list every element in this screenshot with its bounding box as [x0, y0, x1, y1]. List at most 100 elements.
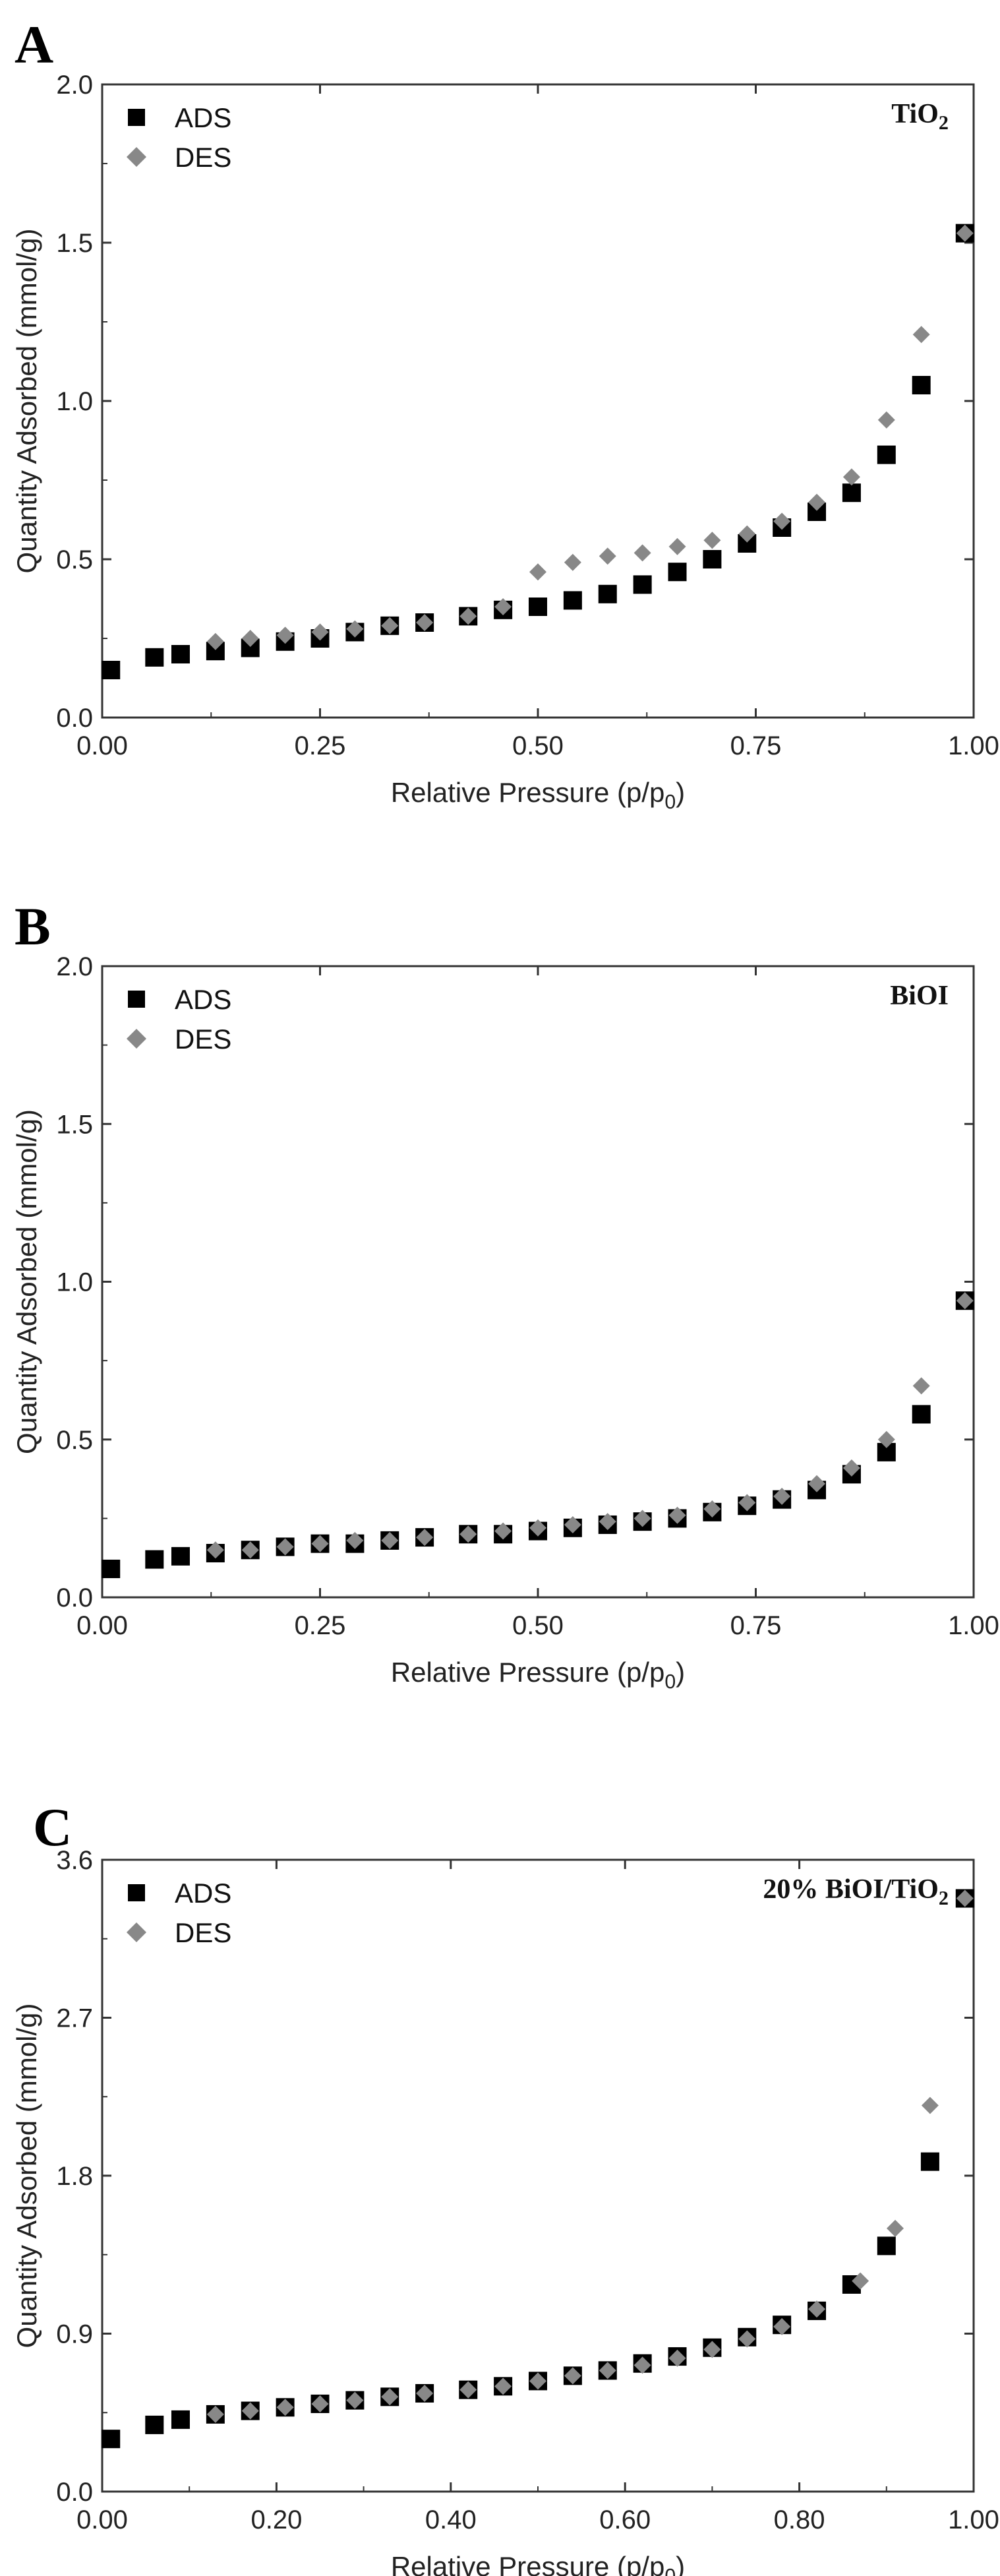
- y-tick-label: 1.8: [56, 2162, 93, 2191]
- data-point-des: [912, 326, 930, 344]
- data-point-des: [311, 2395, 329, 2412]
- data-point-ads: [598, 584, 617, 603]
- y-axis-title: Quantity Adsorbed (mmol/g): [11, 1109, 42, 1454]
- data-point-des: [346, 620, 364, 638]
- data-point-des: [703, 532, 721, 549]
- data-point-des: [276, 1538, 294, 1556]
- x-axis-title: Relative Pressure (p/p0): [391, 777, 685, 813]
- data-point-des: [808, 493, 826, 511]
- legend: ADS DES: [127, 1878, 231, 1948]
- data-point-des: [877, 411, 895, 429]
- data-point-des: [416, 2384, 434, 2402]
- data-point-ads: [171, 1547, 190, 1566]
- data-point-ads: [877, 2236, 896, 2255]
- data-point-des: [599, 547, 616, 565]
- chart-panel-b: B 0.00 0.25 0.50 0.75 1.00 0.0 0.5 1.0 1.5 2.0 Rela…: [11, 896, 999, 1693]
- legend: ADS DES: [127, 102, 231, 173]
- panel-letter: C: [33, 1797, 72, 1857]
- x-axis-title: Relative Pressure (p/p0): [391, 1657, 685, 1693]
- data-point-des: [912, 1377, 930, 1395]
- data-point-des: [311, 623, 329, 641]
- data-point-ads: [145, 2415, 164, 2434]
- sample-annotation: 20% BiOI/TiO2: [763, 1874, 949, 1909]
- y-tick-label: 1.0: [56, 387, 93, 416]
- legend-label-des: DES: [175, 1917, 231, 1948]
- data-point-des: [416, 614, 434, 631]
- plot-frame: [101, 965, 975, 1599]
- data-point-des: [459, 1525, 477, 1543]
- y-tick-label: 2.0: [56, 952, 93, 981]
- panel-letter: A: [15, 15, 53, 75]
- x-tick-label: 0.25: [295, 1611, 346, 1640]
- plot-frame: [101, 83, 975, 719]
- legend-label-ads: ADS: [175, 102, 231, 133]
- data-point-ads: [912, 376, 931, 394]
- data-point-ads: [171, 645, 190, 663]
- data-point-ads: [668, 563, 687, 582]
- series-des: [206, 1889, 974, 2423]
- y-tick-label: 0.0: [56, 1583, 93, 1612]
- y-axis-title: Quantity Adsorbed (mmol/g): [11, 2004, 42, 2348]
- data-point-des: [381, 1531, 399, 1549]
- y-tick-label: 1.0: [56, 1268, 93, 1297]
- data-point-ads: [563, 591, 582, 610]
- data-point-des: [633, 1510, 651, 1527]
- data-point-des: [494, 1522, 512, 1540]
- x-axis-title: Relative Pressure (p/p0): [391, 2551, 685, 2576]
- data-point-des: [808, 2300, 826, 2318]
- data-point-des: [241, 2402, 259, 2420]
- legend-swatch-ads: [128, 109, 145, 126]
- x-tick-label: 0.80: [774, 2505, 825, 2534]
- data-point-des: [921, 2097, 939, 2114]
- legend-swatch-des: [127, 1029, 146, 1049]
- data-point-des: [459, 2381, 477, 2399]
- data-point-des: [808, 1475, 826, 1492]
- data-point-des: [529, 1519, 546, 1537]
- legend-swatch-des: [127, 1922, 146, 1942]
- data-point-des: [956, 1889, 974, 1907]
- data-point-ads: [102, 1559, 121, 1578]
- data-point-des: [633, 2356, 651, 2374]
- data-point-des: [668, 2349, 686, 2367]
- data-point-ads: [633, 575, 652, 594]
- chart-panel-c: C 0.00 0.20 0.40 0.60 0.80 1.00 0.0 0.9 1.8 2.7 3.6…: [11, 1797, 999, 2576]
- x-tick-label: 0.00: [76, 2505, 128, 2534]
- data-point-des: [773, 512, 791, 530]
- x-tick-label: 1.00: [948, 731, 999, 760]
- data-point-des: [703, 1500, 721, 1518]
- data-point-des: [738, 525, 756, 543]
- x-tick-label: 0.75: [730, 1611, 782, 1640]
- data-point-des: [241, 1541, 259, 1559]
- data-point-des: [346, 2391, 364, 2409]
- data-point-des: [773, 1487, 791, 1505]
- sample-annotation: BiOI: [890, 981, 949, 1011]
- legend-swatch-des: [127, 147, 146, 167]
- legend-label-ads: ADS: [175, 984, 231, 1015]
- legend-label-des: DES: [175, 142, 231, 173]
- data-point-des: [529, 2372, 546, 2390]
- y-tick-label: 0.9: [56, 2320, 93, 2349]
- series-des: [206, 1292, 974, 1559]
- series-ads: [102, 1889, 974, 2449]
- data-point-des: [311, 1535, 329, 1552]
- data-point-des: [738, 2330, 756, 2348]
- y-tick-label: 0.5: [56, 545, 93, 574]
- data-point-des: [529, 563, 546, 581]
- data-point-ads: [703, 550, 722, 568]
- data-point-des: [599, 2362, 616, 2379]
- data-point-ads: [102, 661, 121, 679]
- data-point-des: [887, 2219, 904, 2237]
- y-tick-label: 0.0: [56, 704, 93, 733]
- legend-swatch-ads: [128, 991, 145, 1008]
- y-axis-title: Quantity Adsorbed (mmol/g): [11, 229, 42, 574]
- x-tick-label: 0.60: [599, 2505, 651, 2534]
- data-point-ads: [529, 598, 547, 616]
- x-tick-label: 0.50: [512, 731, 564, 760]
- data-point-des: [276, 627, 294, 644]
- data-point-ads: [842, 483, 861, 503]
- data-point-des: [703, 2341, 721, 2358]
- legend-label-des: DES: [175, 1024, 231, 1055]
- data-point-des: [599, 1513, 616, 1531]
- data-point-des: [773, 2317, 791, 2335]
